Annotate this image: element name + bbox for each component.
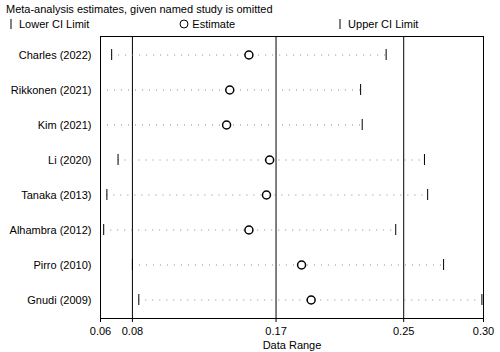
html-text:Meta-analysis estimates, given: Meta-analysis estimates, given named stu… [6, 3, 273, 15]
svg-text:Tanaka (2013): Tanaka (2013) [21, 189, 91, 201]
svg-text:Li (2020): Li (2020) [48, 154, 91, 166]
html-text:Upper CI Limit: Upper CI Limit [348, 18, 419, 30]
svg-text:Alhambra (2012): Alhambra (2012) [10, 224, 92, 236]
svg-text:0.17: 0.17 [265, 325, 286, 337]
svg-text:0.25: 0.25 [393, 325, 414, 337]
svg-text:Pirro (2010): Pirro (2010) [33, 259, 91, 271]
svg-text:0.08: 0.08 [122, 325, 143, 337]
svg-text:0.06: 0.06 [90, 325, 111, 337]
svg-text:Gnudi (2009): Gnudi (2009) [27, 294, 91, 306]
html-text:Estimate: Estimate [192, 18, 236, 30]
svg-text:Kim (2021): Kim (2021) [38, 119, 92, 131]
svg-text:0.30: 0.30 [473, 325, 494, 337]
html-text:Lower CI Limit: Lower CI Limit [19, 18, 90, 30]
svg-text:Data Range: Data Range [263, 339, 322, 351]
svg-text:Rikkonen (2021): Rikkonen (2021) [11, 84, 92, 96]
svg-text:Charles (2022): Charles (2022) [19, 49, 92, 61]
